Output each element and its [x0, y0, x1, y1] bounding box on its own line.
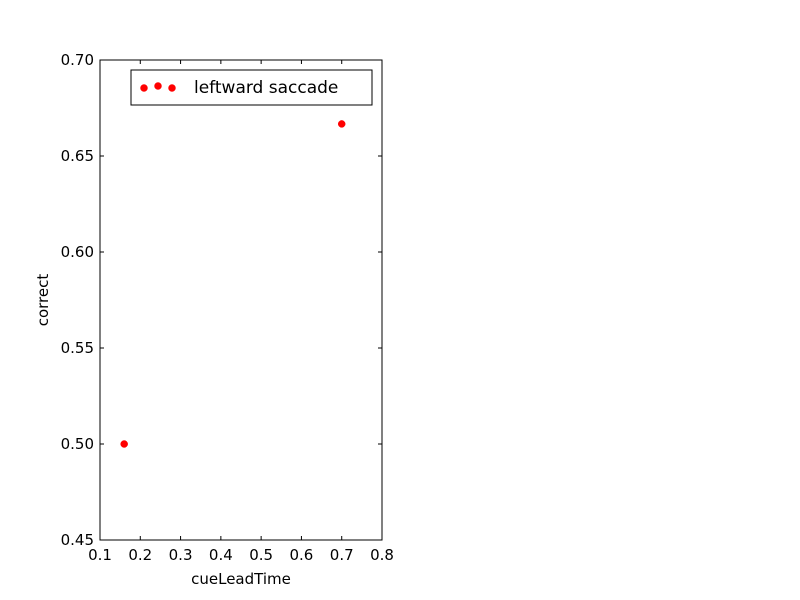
legend-marker	[154, 82, 162, 90]
x-tick-label: 0.5	[249, 546, 273, 564]
x-tick-label: 0.1	[88, 546, 112, 564]
x-tick-label: 0.4	[209, 546, 233, 564]
y-axis-label: correct	[34, 274, 52, 327]
x-tick-label: 0.6	[289, 546, 313, 564]
x-axis-label: cueLeadTime	[191, 570, 291, 588]
legend-marker	[168, 84, 176, 92]
plot-background	[100, 60, 382, 540]
y-tick-label: 0.45	[61, 531, 94, 549]
x-tick-label: 0.3	[169, 546, 193, 564]
y-tick-label: 0.55	[61, 339, 94, 357]
x-tick-label: 0.2	[128, 546, 152, 564]
legend-label: leftward saccade	[194, 78, 338, 98]
plot-frame	[99, 59, 383, 541]
x-tick-label: 0.8	[370, 546, 394, 564]
y-tick-label: 0.60	[61, 243, 94, 261]
y-tick-label: 0.65	[61, 147, 94, 165]
data-point	[120, 440, 128, 448]
plot-area	[100, 60, 382, 540]
legend-markers	[140, 82, 176, 92]
data-points	[120, 120, 346, 448]
x-tick-label: 0.7	[330, 546, 354, 564]
y-tick-label: 0.70	[61, 51, 94, 69]
legend: leftward saccade	[130, 69, 373, 106]
legend-box	[130, 69, 373, 106]
y-tick-label: 0.50	[61, 435, 94, 453]
legend-marker	[140, 84, 148, 92]
data-point	[337, 120, 346, 128]
tick-labels: 0.1 0.2 0.3 0.4 0.5 0.6 0.7 0.8 0.45 0.50 0.55 0.60…	[61, 51, 394, 564]
